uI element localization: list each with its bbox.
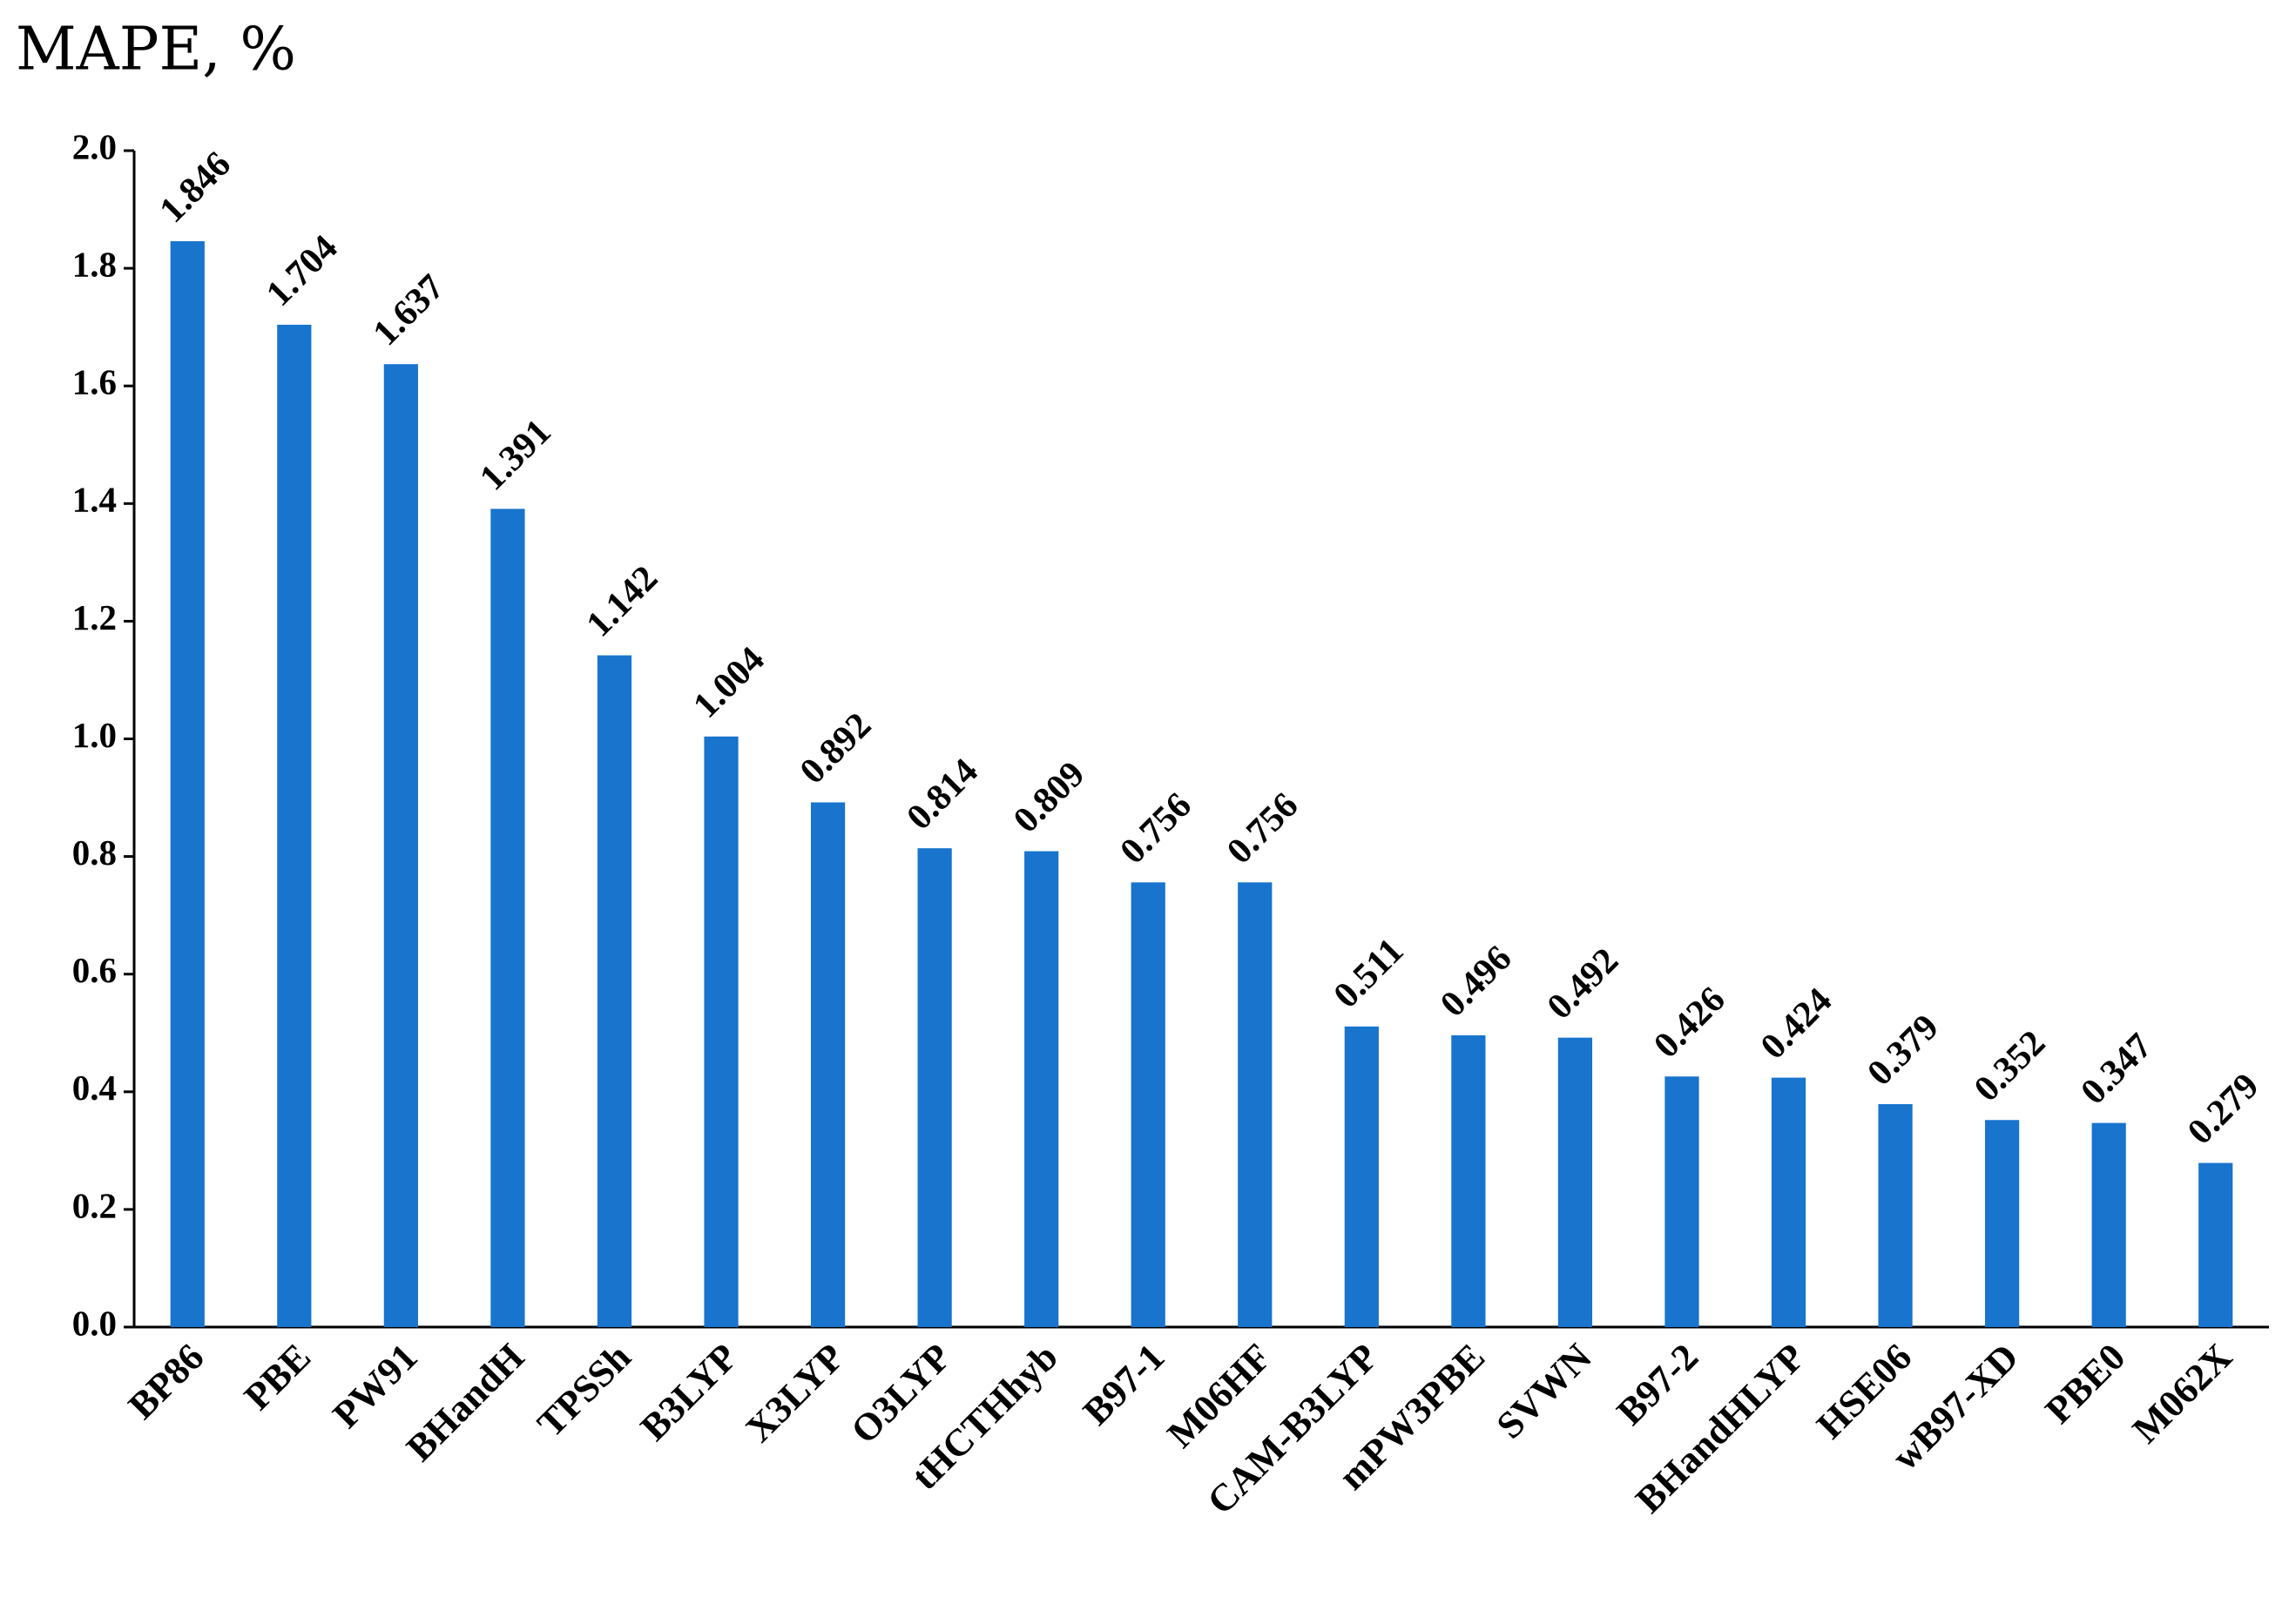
value-label: 1.142 (579, 558, 665, 644)
value-label: 0.279 (2180, 1066, 2266, 1152)
value-label: 0.756 (1113, 785, 1199, 872)
bar (1985, 1120, 2020, 1327)
bar (810, 802, 846, 1327)
value-label: 0.426 (1646, 980, 1732, 1066)
value-label: 0.379 (1860, 1007, 1946, 1094)
x-tick-label: SVWN (1489, 1335, 1600, 1446)
x-tick-label: M062X (2124, 1335, 2240, 1451)
bar (1131, 882, 1165, 1327)
value-label: 0.496 (1433, 938, 1519, 1024)
bar (1878, 1103, 1913, 1327)
y-tick-label: 1.4 (72, 480, 117, 520)
y-tick-label: 2.0 (72, 126, 117, 166)
value-label: 0.347 (2074, 1026, 2160, 1112)
y-tick-label: 0.8 (72, 832, 117, 873)
value-label: 1.846 (152, 145, 239, 231)
x-tick-label: B97-2 (1609, 1336, 1706, 1433)
y-tick-label: 0.4 (72, 1068, 117, 1108)
bar (490, 509, 525, 1327)
bar (1664, 1076, 1699, 1327)
value-label: 0.511 (1327, 931, 1412, 1016)
y-tick-label: 0.0 (72, 1303, 117, 1343)
y-tick-label: 1.6 (72, 362, 117, 402)
bar (1451, 1034, 1486, 1327)
bar (1344, 1026, 1379, 1327)
x-tick-label: BHandH (398, 1336, 532, 1470)
value-label: 1.637 (366, 267, 452, 354)
value-label: 1.704 (259, 227, 345, 313)
value-label: 0.424 (1753, 980, 1840, 1067)
bar (1024, 851, 1059, 1327)
x-tick-label: B97-1 (1075, 1336, 1172, 1433)
x-tick-label: BP86 (120, 1336, 213, 1428)
value-label: 1.391 (472, 412, 558, 498)
value-label: 0.892 (793, 705, 879, 792)
y-tick-label: 0.6 (72, 950, 117, 990)
bar (1238, 882, 1273, 1327)
value-label: 0.492 (1540, 940, 1626, 1027)
x-tick-label: X3LYP (738, 1336, 853, 1451)
bar (704, 736, 739, 1327)
bar (2198, 1162, 2233, 1327)
chart-title: MAPE, % (16, 16, 296, 84)
x-tick-label: PBE0 (2037, 1336, 2134, 1432)
y-tick-label: 1.8 (72, 245, 117, 285)
value-label: 1.004 (685, 639, 772, 725)
bar (1557, 1037, 1593, 1327)
x-tick-label: PW91 (325, 1336, 426, 1437)
value-label: 0.809 (1006, 754, 1092, 840)
bar (597, 655, 632, 1327)
value-label: 0.352 (1967, 1023, 2053, 1109)
y-tick-label: 1.2 (72, 597, 117, 637)
x-tick-label: B3LYP (632, 1336, 746, 1449)
bar (277, 324, 312, 1327)
bar (1771, 1077, 1806, 1327)
bar (2091, 1122, 2126, 1327)
y-tick-label: 0.2 (72, 1185, 117, 1225)
y-tick-label: 1.0 (72, 715, 117, 755)
x-tick-label: PBE (236, 1336, 319, 1418)
bar (383, 364, 418, 1327)
value-label: 0.814 (899, 751, 985, 838)
bar (917, 848, 952, 1327)
x-tick-label: TPSSh (529, 1336, 638, 1445)
value-label: 0.756 (1219, 785, 1306, 872)
bar (170, 241, 205, 1328)
